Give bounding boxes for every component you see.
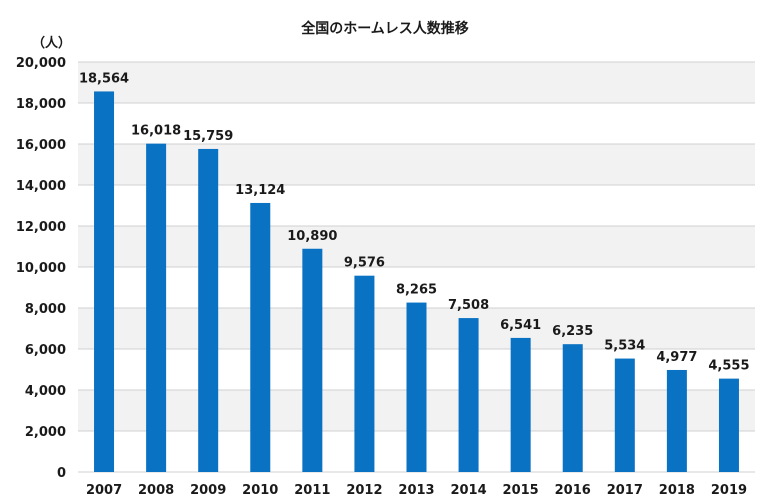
- bar-2010: [250, 202, 271, 472]
- x-tick-label: 2019: [711, 483, 747, 498]
- background-band: [78, 62, 755, 103]
- y-tick-label: 16,000: [16, 138, 66, 153]
- y-tick-label: 18,000: [16, 97, 66, 112]
- chart-title: 全国のホームレス人数推移: [300, 20, 469, 37]
- x-tick-label: 2013: [398, 483, 434, 498]
- x-axis-ticks: 2007 2008 2009 2010 2011 2012 2013 2014 2015 2016…: [86, 483, 747, 498]
- y-tick-label: 2,000: [25, 425, 66, 440]
- data-label-2015: 6,541: [500, 318, 541, 333]
- y-tick-label: 4,000: [25, 384, 66, 399]
- y-tick-label: 14,000: [16, 179, 66, 194]
- data-label-2019: 4,555: [708, 359, 749, 374]
- y-tick-label: 8,000: [25, 302, 66, 317]
- x-tick-label: 2009: [190, 483, 226, 498]
- x-tick-label: 2011: [294, 483, 330, 498]
- bar-2018: [666, 369, 687, 472]
- y-tick-label: 20,000: [16, 56, 66, 71]
- y-tick-label: 0: [57, 466, 66, 481]
- x-tick-label: 2007: [86, 483, 122, 498]
- data-label-2013: 8,265: [396, 283, 437, 298]
- x-tick-label: 2008: [138, 483, 174, 498]
- data-label-2017: 5,534: [604, 339, 645, 354]
- bar-2015: [510, 337, 531, 472]
- y-axis-unit-label: （人）: [32, 35, 71, 51]
- bar-2012: [354, 275, 375, 472]
- x-tick-label: 2015: [503, 483, 539, 498]
- bar-2013: [406, 302, 427, 472]
- data-label-2008: 16,018: [131, 124, 181, 139]
- x-tick-label: 2016: [555, 483, 591, 498]
- background-band: [78, 144, 755, 185]
- data-label-2009: 15,759: [183, 129, 233, 144]
- x-tick-label: 2018: [659, 483, 695, 498]
- data-labels: 18,564 16,018 15,759 13,124 10,890 9,576 8,265…: [79, 71, 750, 373]
- bar-2011: [302, 248, 323, 472]
- x-tick-label: 2012: [346, 483, 382, 498]
- data-label-2011: 10,890: [287, 229, 337, 244]
- data-label-2007: 18,564: [79, 71, 129, 86]
- bar-2007: [94, 91, 115, 473]
- y-axis-ticks: 0 2,000 4,000 6,000 8,000 10,000 12,000 14,000 1…: [16, 56, 66, 481]
- bars: [94, 91, 739, 473]
- x-tick-label: 2017: [607, 483, 643, 498]
- x-tick-label: 2014: [450, 483, 486, 498]
- bar-2017: [614, 358, 635, 472]
- data-label-2012: 9,576: [344, 256, 385, 271]
- bar-2008: [146, 143, 167, 473]
- y-tick-label: 10,000: [16, 261, 66, 276]
- x-tick-label: 2010: [242, 483, 278, 498]
- y-tick-label: 12,000: [16, 220, 66, 235]
- bar-2019: [718, 378, 739, 472]
- background-band: [78, 226, 755, 267]
- data-label-2018: 4,977: [656, 350, 697, 365]
- bar-2009: [198, 148, 219, 473]
- bar-2014: [458, 318, 479, 472]
- data-label-2010: 13,124: [235, 183, 285, 198]
- bar-2016: [562, 344, 583, 472]
- data-label-2014: 7,508: [448, 298, 489, 313]
- y-tick-label: 6,000: [25, 343, 66, 358]
- data-label-2016: 6,235: [552, 324, 593, 339]
